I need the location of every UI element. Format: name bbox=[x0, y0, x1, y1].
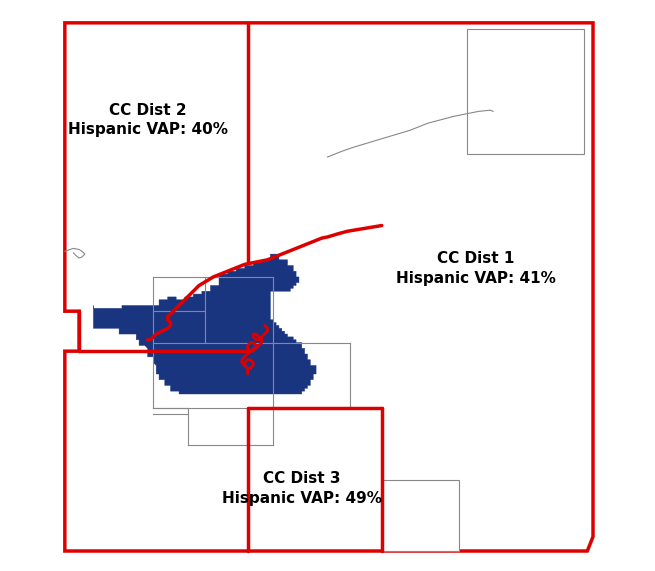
Text: CC Dist 2
Hispanic VAP: 40%: CC Dist 2 Hispanic VAP: 40% bbox=[67, 103, 228, 137]
Bar bbox=[468, 29, 584, 154]
Polygon shape bbox=[94, 254, 316, 394]
Text: CC Dist 1
Hispanic VAP: 41%: CC Dist 1 Hispanic VAP: 41% bbox=[396, 251, 556, 286]
Polygon shape bbox=[65, 23, 593, 551]
Polygon shape bbox=[382, 480, 459, 551]
Text: CC Dist 3
Hispanic VAP: 49%: CC Dist 3 Hispanic VAP: 49% bbox=[222, 471, 382, 505]
